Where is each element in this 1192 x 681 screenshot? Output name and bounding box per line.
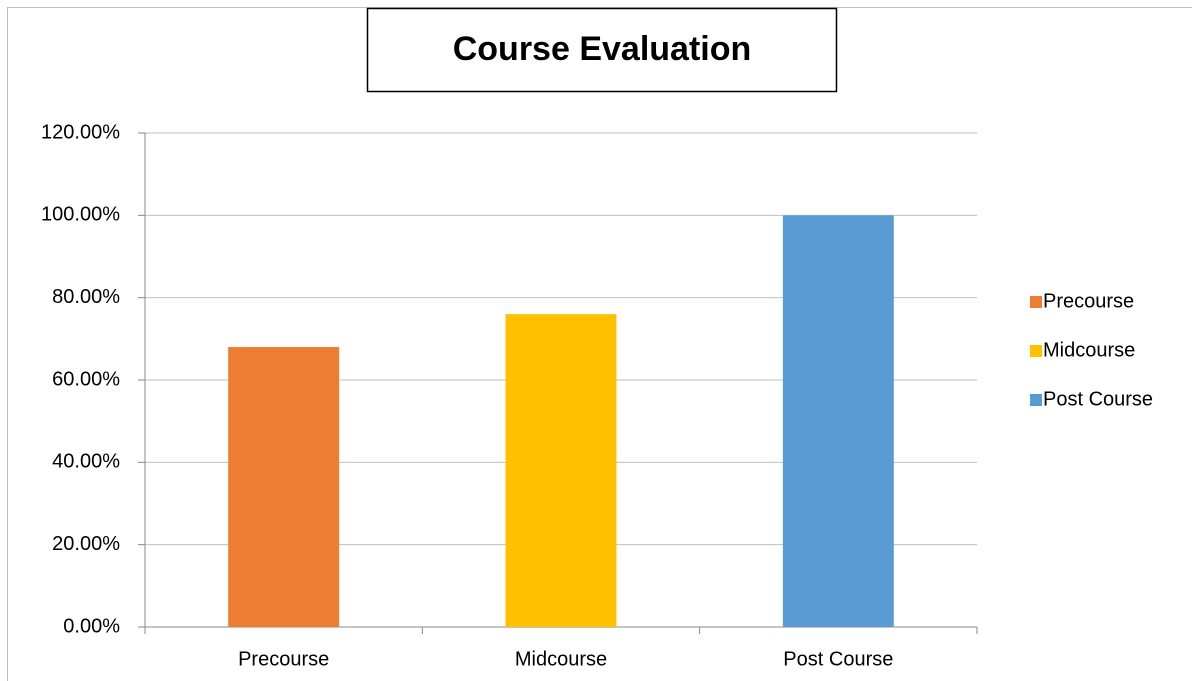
y-tick-label: 100.00% [41, 204, 120, 226]
y-tick-label: 20.00% [52, 533, 120, 555]
chart-border [7, 7, 1192, 681]
bar [782, 215, 894, 628]
bar [505, 314, 617, 627]
y-tick-label: 0.00% [63, 615, 120, 637]
legend-label: Midcourse [1043, 339, 1135, 361]
legend-swatch [1030, 394, 1042, 406]
legend-swatch [1030, 345, 1042, 357]
title-box [366, 7, 838, 93]
y-tick-label: 40.00% [52, 451, 120, 473]
y-tick-label: 60.00% [52, 368, 120, 390]
x-tick-label: Post Course [783, 648, 893, 670]
legend-label: Precourse [1043, 290, 1134, 312]
x-tick-label: Precourse [238, 648, 329, 670]
y-tick-label: 80.00% [52, 286, 120, 308]
bar [228, 347, 340, 627]
legend-label: Post Course [1043, 388, 1153, 410]
x-tick-label: Midcourse [515, 648, 607, 670]
legend-swatch [1030, 296, 1042, 308]
chart-title: Course Evaluation [453, 30, 752, 68]
y-tick-label: 120.00% [41, 121, 120, 143]
